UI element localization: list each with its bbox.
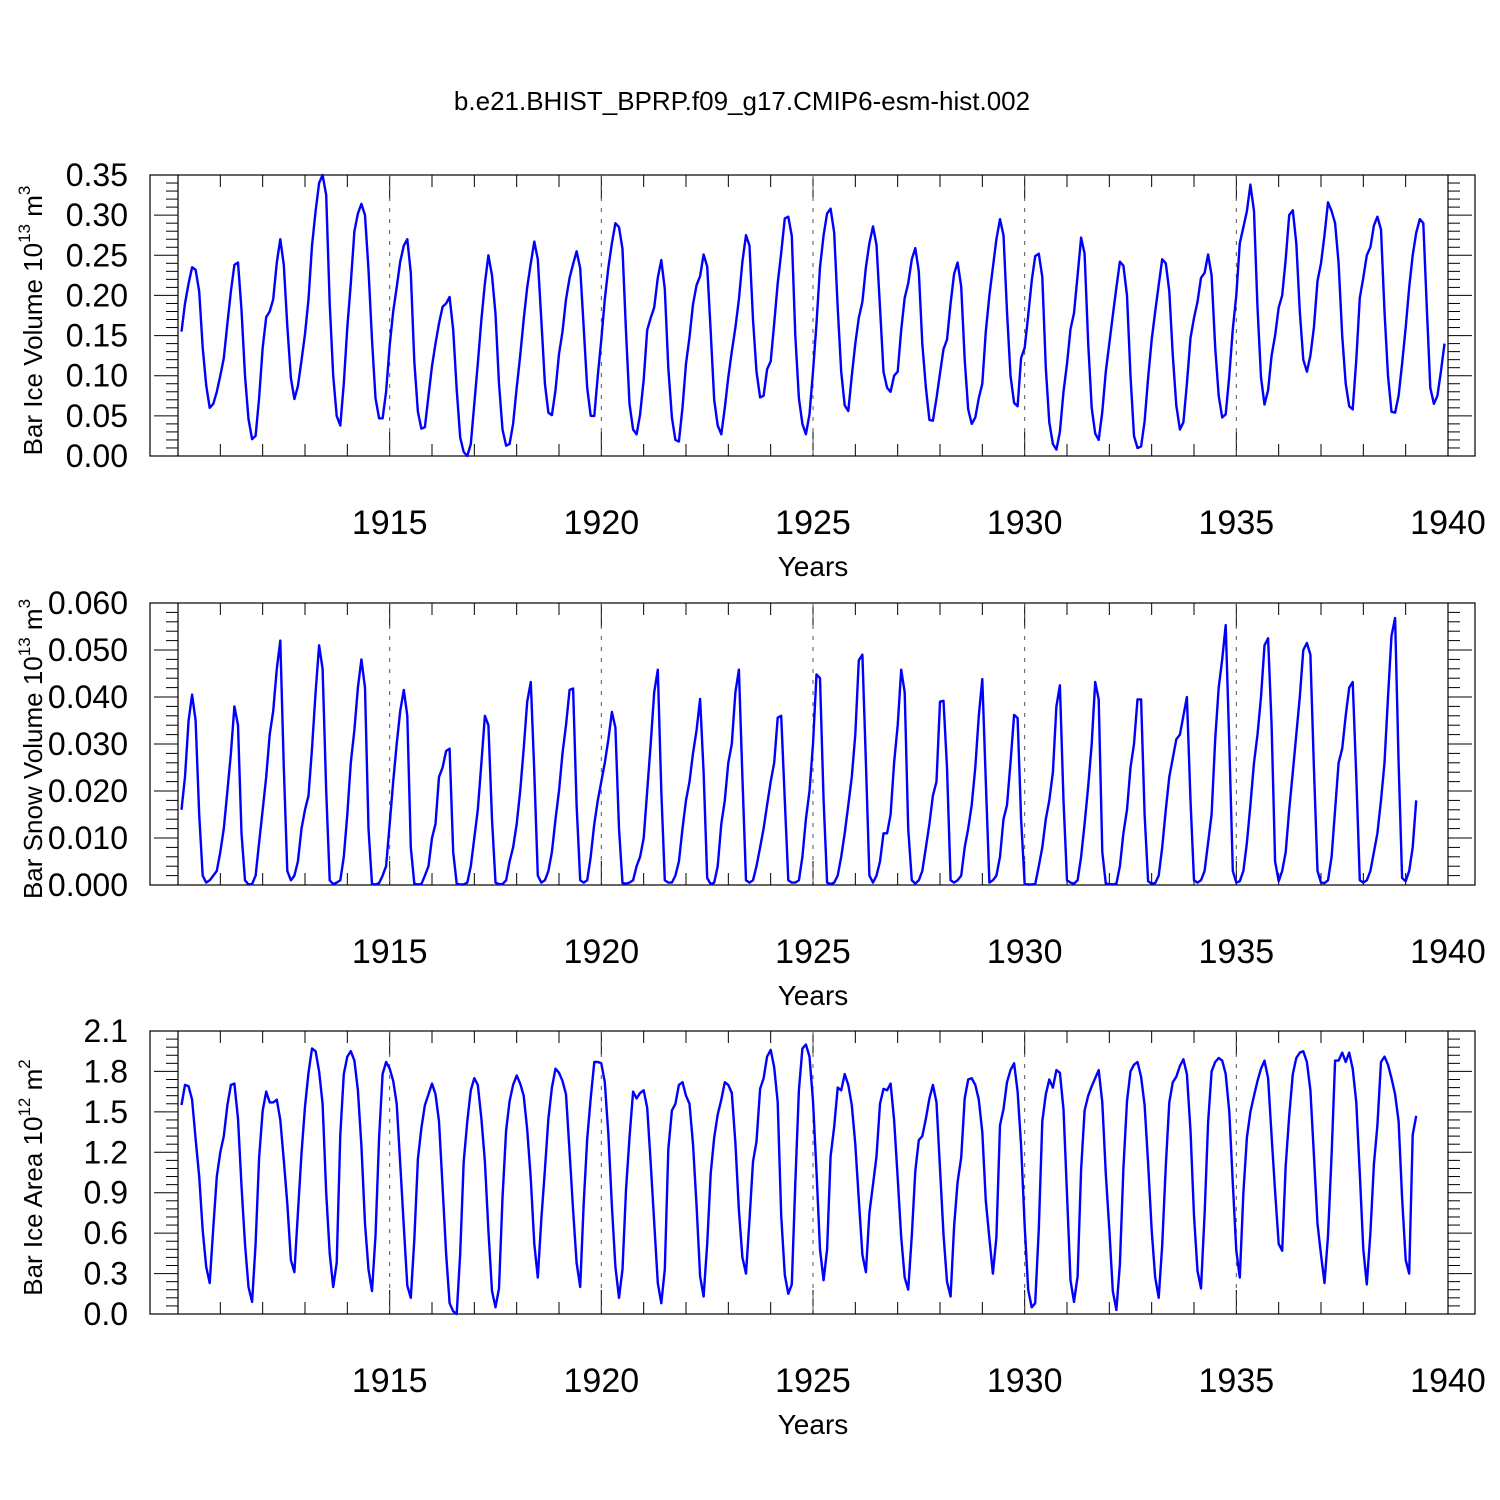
y-axis-label-unit: m [18, 1069, 48, 1098]
y-tick-label: 0.030 [48, 726, 128, 762]
x-tick-label: 1915 [352, 933, 428, 971]
y-axis-label-unit-exp: 3 [15, 599, 34, 608]
x-tick-label: 1920 [564, 504, 640, 542]
x-tick-label: 1920 [564, 1362, 640, 1400]
y-tick-label: 0.20 [66, 277, 128, 313]
x-tick-label: 1940 [1410, 1362, 1486, 1400]
y-tick-label: 0.040 [48, 679, 128, 715]
y-axis-label-base: Bar Ice Area 10 [18, 1117, 48, 1296]
x-axis-label: Years [778, 1409, 849, 1440]
y-axis-label-exp: 13 [15, 637, 34, 656]
panel-ice-volume: 0.00 0.05 0.10 0.15 0.20 0.25 0.30 0.35 1915 1920… [15, 157, 1486, 582]
y-tick-label: 1.8 [84, 1053, 128, 1089]
x-tick-label: 1925 [775, 1362, 851, 1400]
x-tick-label: 1935 [1199, 504, 1275, 542]
x-axis-label: Years [778, 980, 849, 1011]
y-tick-label: 0.30 [66, 197, 128, 233]
y-axis-label-base: Bar Ice Volume 10 [18, 243, 48, 455]
y-tick-label: 0.3 [84, 1256, 128, 1292]
x-tick-label: 1930 [987, 1362, 1063, 1400]
series-line [180, 616, 1418, 886]
x-tick-label: 1915 [352, 504, 428, 542]
x-tick-label: 1915 [352, 1362, 428, 1400]
y-axis-label-unit: m [18, 195, 48, 224]
y-axis-label-unit: m [18, 608, 48, 637]
y-axis-label-exp: 13 [15, 224, 34, 243]
y-tick-label: 0.9 [84, 1175, 128, 1211]
y-tick-label: 0.25 [66, 237, 128, 273]
y-axis-label-base: Bar Snow Volume 10 [18, 656, 48, 899]
y-tick-label: 0.00 [66, 438, 128, 474]
x-tick-label: 1940 [1410, 504, 1486, 542]
y-axis-label-unit-exp: 3 [15, 186, 34, 195]
x-tick-label: 1935 [1199, 933, 1275, 971]
x-tick-label: 1925 [775, 933, 851, 971]
y-tick-label: 0.35 [66, 157, 128, 193]
y-axis-label: Bar Snow Volume 1013 m3 [15, 599, 48, 899]
y-tick-label: 0.10 [66, 358, 128, 394]
y-tick-label: 0.050 [48, 632, 128, 668]
x-tick-label: 1925 [775, 504, 851, 542]
y-tick-label: 0.0 [84, 1296, 128, 1332]
y-axis-label: Bar Ice Volume 1013 m3 [15, 186, 48, 456]
y-tick-label: 0.6 [84, 1215, 128, 1251]
chart-title: b.e21.BHIST_BPRP.f09_g17.CMIP6-esm-hist.… [454, 86, 1030, 116]
panel-snow-volume: 0.000 0.010 0.020 0.030 0.040 0.050 0.060 1915 1… [15, 585, 1486, 1011]
x-tick-label: 1935 [1199, 1362, 1275, 1400]
x-tick-label: 1930 [987, 504, 1063, 542]
series-line [180, 1043, 1418, 1316]
x-tick-label: 1930 [987, 933, 1063, 971]
y-tick-label: 0.010 [48, 820, 128, 856]
x-tick-label: 1940 [1410, 933, 1486, 971]
y-tick-label: 2.1 [84, 1013, 128, 1049]
y-tick-label: 0.15 [66, 318, 128, 354]
y-tick-label: 1.2 [84, 1134, 128, 1170]
y-tick-label: 0.000 [48, 867, 128, 903]
y-tick-label: 1.5 [84, 1094, 128, 1130]
y-tick-label: 0.05 [66, 398, 128, 434]
x-tick-label: 1920 [564, 933, 640, 971]
y-axis-label-unit-exp: 2 [15, 1059, 34, 1068]
y-axis-label: Bar Ice Area 1012 m2 [15, 1059, 48, 1296]
series-line [180, 173, 1446, 458]
y-tick-label: 0.020 [48, 773, 128, 809]
x-axis-label: Years [778, 551, 849, 582]
y-axis-label-exp: 12 [15, 1098, 34, 1117]
panel-ice-area: 0.0 0.3 0.6 0.9 1.2 1.5 1.8 2.1 1915 1920 1925 1930… [15, 1013, 1486, 1440]
y-tick-label: 0.060 [48, 585, 128, 621]
